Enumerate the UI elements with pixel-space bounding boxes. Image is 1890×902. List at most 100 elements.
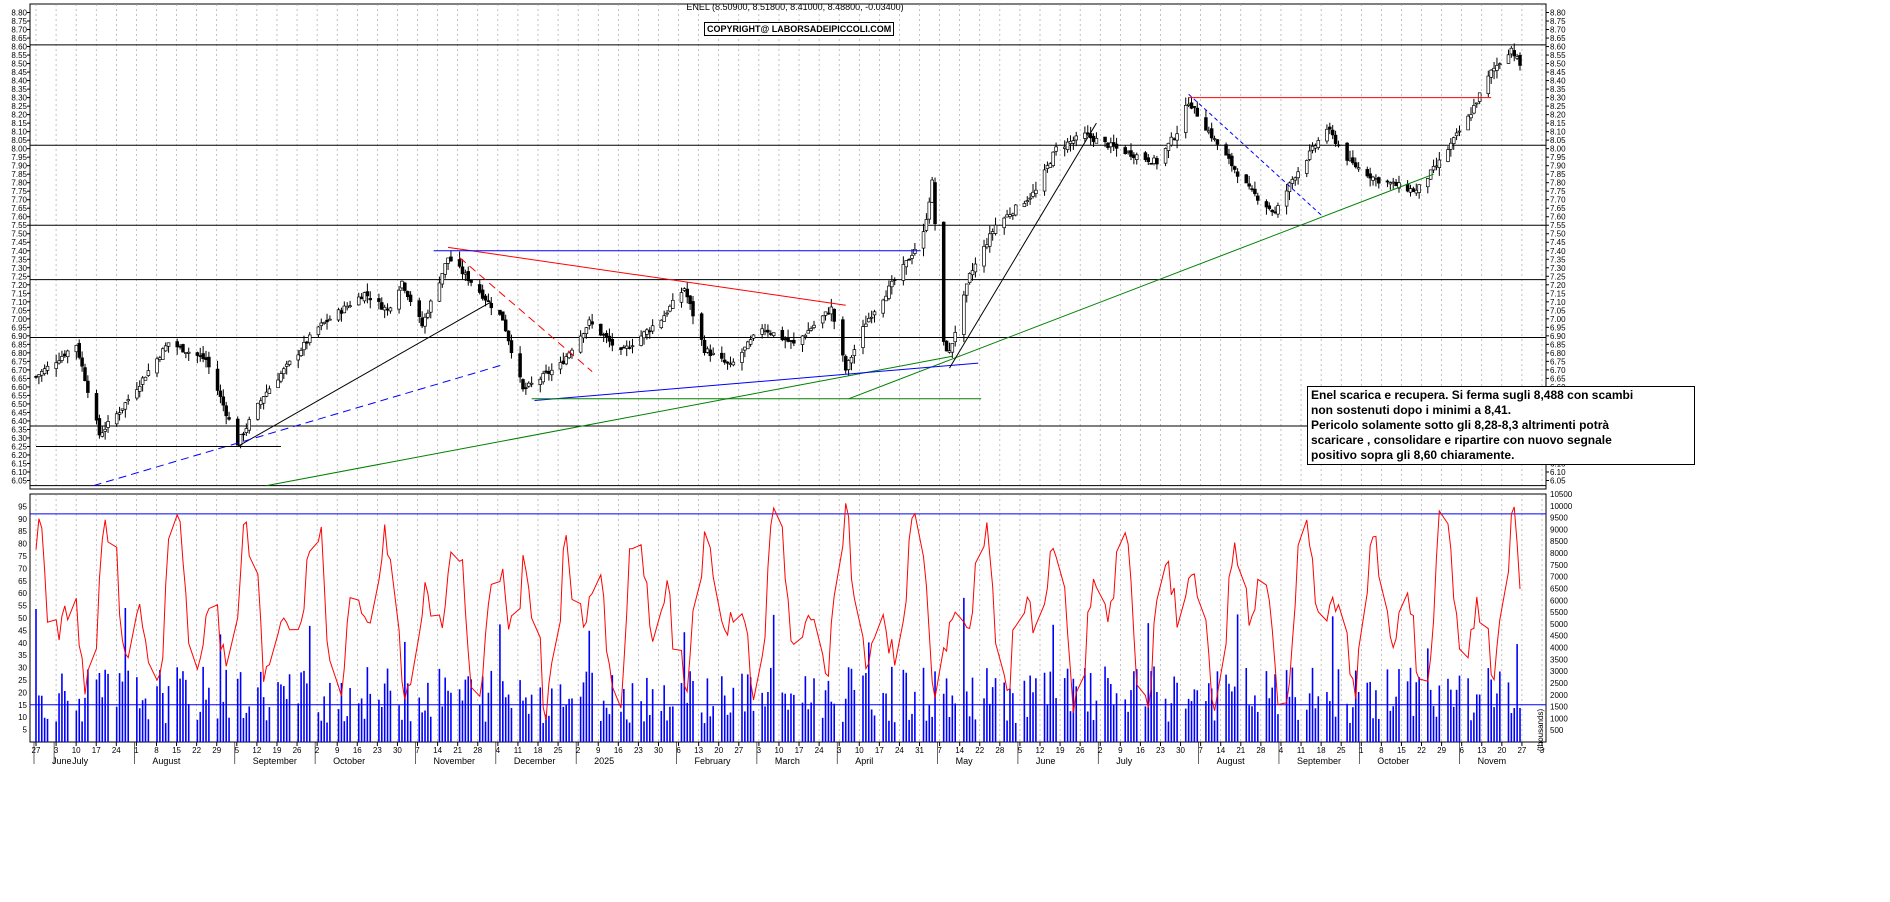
candle-body	[645, 329, 649, 335]
candle-body	[1293, 177, 1297, 181]
candle-body	[944, 340, 949, 352]
candle-body	[224, 405, 228, 417]
candle-body	[356, 296, 361, 306]
candle-body	[501, 311, 505, 321]
price-y-tick-right: 7.70	[1550, 196, 1566, 205]
candle-body	[820, 315, 825, 324]
candle-body	[806, 330, 811, 334]
candle-body	[106, 421, 110, 428]
candle-body	[1163, 148, 1168, 164]
candle-body	[1475, 102, 1479, 105]
price-y-tick-left: 8.05	[11, 136, 27, 145]
candle-body	[967, 273, 972, 284]
x-day-tick-label: 23	[373, 746, 382, 755]
candle-body	[1316, 140, 1321, 149]
candle-body	[1498, 63, 1502, 66]
candle-body	[913, 248, 917, 254]
candle-body	[74, 345, 79, 353]
candle-body	[725, 361, 730, 364]
x-day-tick-label: 21	[1236, 746, 1245, 755]
oscillator-y-tick: 65	[18, 577, 27, 586]
candle-body	[319, 322, 324, 327]
x-month-label: Novem	[1478, 756, 1507, 766]
candle-body	[1466, 115, 1470, 131]
candle-body	[809, 328, 813, 331]
price-y-tick-right: 8.15	[1550, 119, 1566, 128]
candle-body	[328, 318, 332, 321]
candle-body	[1296, 171, 1300, 179]
x-day-tick-label: 5	[1018, 746, 1023, 755]
candle-body	[94, 393, 99, 421]
price-y-tick-left: 8.00	[11, 145, 27, 154]
candle-body	[1405, 183, 1410, 192]
x-day-tick-label: 2	[576, 746, 581, 755]
volume-y-tick: 3500	[1550, 655, 1568, 664]
oscillator-y-tick: 85	[18, 527, 27, 536]
price-y-tick-left: 8.80	[11, 9, 27, 18]
price-y-tick-left: 7.00	[11, 315, 27, 324]
candle-body	[699, 313, 704, 340]
candle-body	[57, 360, 61, 364]
candle-body	[460, 266, 465, 275]
candle-body	[823, 311, 828, 316]
candle-body	[478, 284, 482, 293]
candle-body	[639, 335, 643, 346]
candle-body	[1129, 150, 1133, 157]
x-day-tick-label: 16	[1136, 746, 1145, 755]
candle-body	[743, 346, 747, 351]
x-month-label: November	[434, 756, 476, 766]
price-y-tick-left: 6.95	[11, 323, 27, 332]
candle-body	[1267, 205, 1272, 209]
price-y-tick-left: 8.15	[11, 119, 27, 128]
candle-body	[201, 353, 205, 359]
price-y-tick-right: 6.75	[1550, 357, 1566, 366]
price-y-tick-left: 6.05	[11, 476, 27, 485]
price-y-tick-right: 7.40	[1550, 247, 1566, 256]
x-day-tick-label: 20	[1497, 746, 1506, 755]
candle-body	[567, 352, 571, 359]
x-day-tick-label: 18	[1317, 746, 1326, 755]
x-day-tick-label: 26	[1076, 746, 1085, 755]
candle-body	[541, 373, 545, 383]
candle-body	[1071, 140, 1076, 144]
candle-body	[1417, 184, 1421, 193]
candle-body	[97, 418, 102, 436]
candle-body	[1325, 128, 1329, 142]
candle-body	[558, 362, 563, 370]
candle-body	[650, 325, 655, 332]
candle-body	[599, 323, 603, 336]
candle-body	[126, 399, 130, 402]
candle-body	[1048, 163, 1053, 168]
price-y-tick-right: 7.80	[1550, 179, 1566, 188]
oscillator-y-tick: 75	[18, 552, 27, 561]
candle-body	[175, 341, 179, 348]
analysis-note-line: non sostenuti dopo i minimi a 8,41.	[1311, 403, 1512, 417]
price-y-tick-right: 8.65	[1550, 34, 1566, 43]
price-y-tick-right: 8.55	[1550, 51, 1566, 60]
candle-body	[550, 369, 554, 376]
candle-body	[1204, 117, 1208, 131]
candle-body	[792, 339, 796, 344]
price-y-tick-right: 6.90	[1550, 332, 1566, 341]
candle-body	[722, 359, 727, 363]
candle-body	[581, 333, 586, 339]
price-y-tick-right: 7.95	[1550, 153, 1566, 162]
analysis-note-line: Pericolo solamente sotto gli 8,28-8,3 al…	[1311, 418, 1610, 432]
price-y-tick-left: 7.15	[11, 289, 27, 298]
candle-body	[1348, 158, 1352, 162]
candle-body	[904, 260, 908, 268]
x-day-tick-label: 24	[112, 746, 121, 755]
candle-body	[1209, 128, 1214, 139]
candle-body	[832, 308, 836, 322]
volume-y-tick: 1500	[1550, 703, 1568, 712]
price-y-tick-right: 7.35	[1550, 255, 1566, 264]
candle-body	[1207, 130, 1211, 133]
candle-body	[708, 349, 713, 357]
oscillator-y-tick: 40	[18, 639, 27, 648]
candle-body	[181, 344, 185, 353]
x-day-tick-label: 28	[1256, 746, 1265, 755]
candle-body	[186, 351, 191, 354]
x-day-tick-label: 27	[1517, 746, 1526, 755]
copyright-label: COPYRIGHT@ LABORSADEIPICCOLI.COM	[704, 22, 895, 36]
price-y-tick-right: 8.25	[1550, 102, 1566, 111]
